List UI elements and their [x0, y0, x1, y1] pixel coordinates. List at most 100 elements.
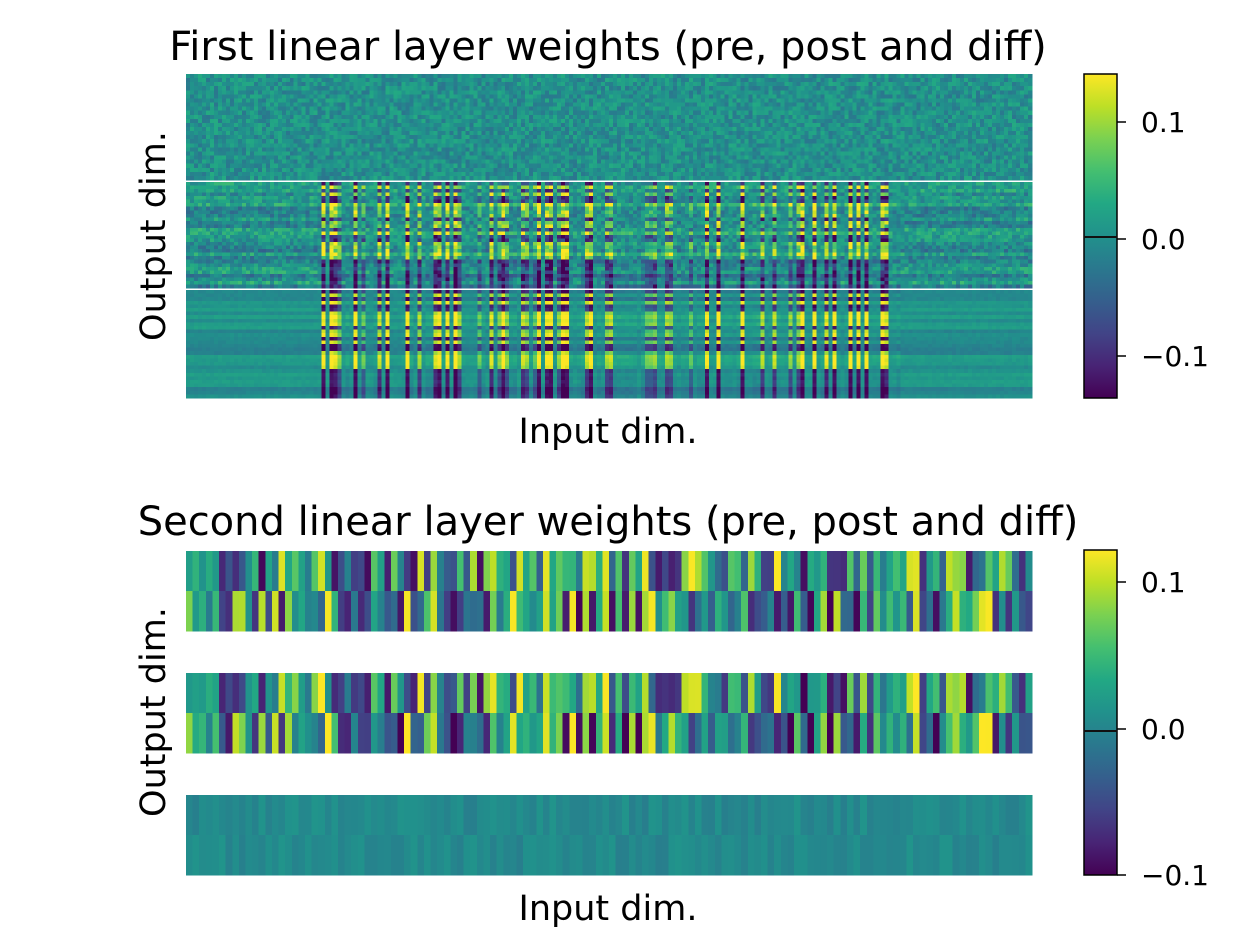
heatmap-cell [625, 143, 630, 148]
heatmap-cell [557, 90, 562, 95]
heatmap-cell [366, 168, 371, 173]
heatmap-cell [545, 74, 550, 79]
heatmap-cell [370, 111, 375, 116]
heatmap-cell [641, 139, 646, 144]
heatmap-cell [222, 143, 227, 148]
heatmap-cell [884, 119, 889, 124]
heatmap-cell [533, 74, 538, 79]
heatmap-cell [517, 168, 522, 173]
heatmap-cell [876, 127, 881, 132]
heatmap-cell [928, 119, 933, 124]
heatmap-cell [433, 98, 438, 103]
heatmap-cell [206, 127, 211, 132]
heatmap-cell [653, 135, 658, 140]
heatmap-cell [749, 74, 754, 79]
heatmap-cell [370, 135, 375, 140]
heatmap-cell [405, 123, 410, 128]
heatmap-cell [262, 164, 267, 169]
heatmap-cell [601, 86, 606, 91]
heatmap-cell [944, 78, 949, 83]
heatmap-cell [318, 143, 323, 148]
heatmap-cell [737, 156, 742, 161]
heatmap-cell [210, 78, 215, 83]
heatmap-cell [844, 111, 849, 116]
heatmap-cell [669, 135, 674, 140]
heatmap-cell [972, 147, 977, 152]
heatmap-cell [884, 160, 889, 165]
heatmap-cell [266, 82, 271, 87]
heatmap-cell [685, 111, 690, 116]
heatmap-cell [374, 74, 379, 79]
heatmap-cell [824, 98, 829, 103]
heatmap-cell [1012, 74, 1017, 79]
heatmap-cell [577, 139, 582, 144]
heatmap-cell [685, 127, 690, 132]
heatmap-cell [817, 143, 822, 148]
heatmap-cell [250, 74, 255, 79]
heatmap-cell [840, 82, 845, 87]
heatmap-cell [278, 90, 283, 95]
heatmap-cell [362, 82, 367, 87]
heatmap-cell [390, 135, 395, 140]
heatmap-cell [386, 156, 391, 161]
heatmap-cell [206, 74, 211, 79]
heatmap-cell [282, 78, 287, 83]
heatmap-cell [258, 119, 263, 124]
heatmap-cell [645, 74, 650, 79]
heatmap-cell [589, 90, 594, 95]
heatmap-cell [362, 78, 367, 83]
heatmap-cell [797, 131, 802, 136]
heatmap-cell [920, 156, 925, 161]
heatmap-cell [222, 147, 227, 152]
heatmap-cell [912, 115, 917, 120]
heatmap-cell [378, 139, 383, 144]
heatmap-cell [836, 160, 841, 165]
heatmap-cell [1004, 82, 1009, 87]
heatmap-cell [218, 123, 223, 128]
heatmap-cell [948, 90, 953, 95]
heatmap-cell [214, 94, 219, 99]
heatmap-cell [677, 111, 682, 116]
heatmap-cell [721, 90, 726, 95]
heatmap-cell [805, 143, 810, 148]
heatmap-cell [621, 115, 626, 120]
heatmap-cell [485, 90, 490, 95]
heatmap-cell [238, 143, 243, 148]
heatmap-cell [896, 156, 901, 161]
heatmap-cell [797, 164, 802, 169]
heatmap-cell [988, 156, 993, 161]
heatmap-cell [848, 123, 853, 128]
heatmap-cell [852, 107, 857, 112]
heatmap-cell [585, 160, 590, 165]
heatmap-cell [900, 160, 905, 165]
heatmap-cell [198, 94, 203, 99]
heatmap-cell [441, 127, 446, 132]
heatmap-cell [805, 86, 810, 91]
heatmap-cell [421, 139, 426, 144]
heatmap-cell [709, 123, 714, 128]
heatmap-cell [821, 82, 826, 87]
heatmap-cell [453, 78, 458, 83]
heatmap-cell [932, 115, 937, 120]
heatmap-cell [521, 147, 526, 152]
heatmap-cell [294, 160, 299, 165]
heatmap-cell [226, 94, 231, 99]
heatmap-cell [908, 139, 913, 144]
heatmap-cell [405, 82, 410, 87]
heatmap-cell [226, 135, 231, 140]
heatmap-cell [864, 78, 869, 83]
heatmap-cell [868, 119, 873, 124]
heatmap-cell [278, 160, 283, 165]
heatmap-cell [258, 164, 263, 169]
heatmap-cell [481, 103, 486, 108]
heatmap-cell [421, 168, 426, 173]
heatmap-cell [761, 147, 766, 152]
heatmap-cell [390, 119, 395, 124]
heatmap-cell [541, 78, 546, 83]
heatmap-cell [350, 160, 355, 165]
heatmap-cell [585, 90, 590, 95]
heatmap-cell [493, 127, 498, 132]
heatmap-cell [258, 127, 263, 132]
heatmap-cell [840, 123, 845, 128]
heatmap-cell [565, 160, 570, 165]
